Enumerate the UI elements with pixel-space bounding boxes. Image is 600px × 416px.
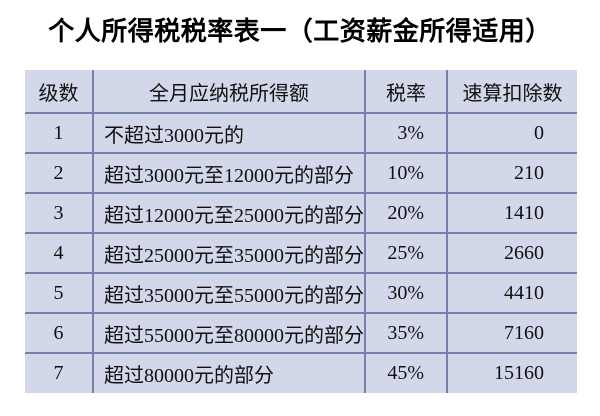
- table-row: 6 超过55000元至80000元的部分 35% 7160: [25, 312, 577, 354]
- deduction-cell: 210: [446, 152, 577, 194]
- income-cell: 超过3000元至12000元的部分: [92, 152, 366, 194]
- rate-cell: 10%: [364, 152, 448, 194]
- header-income: 全月应纳税所得额: [92, 70, 366, 114]
- table-row: 7 超过80000元的部分 45% 15160: [25, 352, 577, 393]
- deduction-cell: 1410: [446, 192, 577, 234]
- page-title: 个人所得税税率表一（工资薪金所得适用）: [48, 17, 552, 46]
- table-row: 4 超过25000元至35000元的部分 25% 2660: [25, 232, 577, 274]
- level-cell: 5: [25, 272, 94, 314]
- rate-cell: 3%: [364, 112, 448, 154]
- table-header-row: 级数 全月应纳税所得额 税率 速算扣除数: [25, 70, 577, 114]
- income-cell: 不超过3000元的: [92, 112, 366, 154]
- income-cell: 超过55000元至80000元的部分: [92, 312, 366, 354]
- deduction-cell: 2660: [446, 232, 577, 274]
- tax-rate-table: 级数 全月应纳税所得额 税率 速算扣除数 1 不超过3000元的 3% 0 2 …: [25, 70, 577, 393]
- rate-cell: 35%: [364, 312, 448, 354]
- level-cell: 7: [25, 352, 94, 393]
- level-cell: 1: [25, 112, 94, 154]
- rate-cell: 30%: [364, 272, 448, 314]
- deduction-cell: 7160: [446, 312, 577, 354]
- level-cell: 4: [25, 232, 94, 274]
- income-cell: 超过25000元至35000元的部分: [92, 232, 366, 274]
- table-row: 3 超过12000元至25000元的部分 20% 1410: [25, 192, 577, 234]
- rate-cell: 45%: [364, 352, 448, 393]
- table-row: 5 超过35000元至55000元的部分 30% 4410: [25, 272, 577, 314]
- header-rate: 税率: [364, 70, 448, 114]
- table-row: 2 超过3000元至12000元的部分 10% 210: [25, 152, 577, 194]
- header-level: 级数: [25, 70, 94, 114]
- level-cell: 3: [25, 192, 94, 234]
- rate-cell: 20%: [364, 192, 448, 234]
- income-cell: 超过80000元的部分: [92, 352, 366, 393]
- level-cell: 2: [25, 152, 94, 194]
- header-deduction: 速算扣除数: [446, 70, 577, 114]
- income-cell: 超过12000元至25000元的部分: [92, 192, 366, 234]
- level-cell: 6: [25, 312, 94, 354]
- deduction-cell: 15160: [446, 352, 577, 393]
- deduction-cell: 0: [446, 112, 577, 154]
- deduction-cell: 4410: [446, 272, 577, 314]
- table-row: 1 不超过3000元的 3% 0: [25, 112, 577, 154]
- rate-cell: 25%: [364, 232, 448, 274]
- income-cell: 超过35000元至55000元的部分: [92, 272, 366, 314]
